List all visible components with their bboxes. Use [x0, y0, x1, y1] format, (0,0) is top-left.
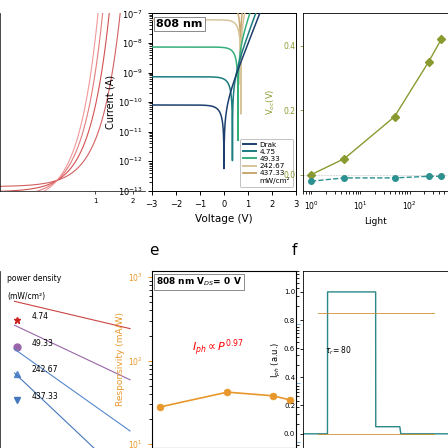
X-axis label: Voltage (V): Voltage (V) — [195, 215, 253, 224]
Text: 808 nm V$_{DS}$= 0 V: 808 nm V$_{DS}$= 0 V — [156, 276, 242, 289]
Text: b: b — [149, 0, 159, 1]
Y-axis label: V$_{oc}$(V): V$_{oc}$(V) — [265, 89, 277, 115]
4.75 — [230, 158, 235, 164]
4.75 — [149, 74, 155, 79]
Line: 49.33: 49.33 — [152, 0, 296, 141]
Text: 242.67: 242.67 — [32, 366, 58, 375]
242.67 — [156, 17, 162, 22]
Y-axis label: I$_{ph}$ (a.u.): I$_{ph}$ (a.u.) — [269, 341, 283, 378]
4.75 — [215, 75, 221, 80]
Text: 437.33: 437.33 — [32, 392, 59, 401]
Text: (mW/cm²): (mW/cm²) — [7, 292, 45, 301]
437.33 — [149, 2, 155, 7]
Line: 437.33: 437.33 — [152, 0, 296, 84]
Y-axis label: Photocurrent(A): Photocurrent(A) — [331, 326, 340, 393]
437.33 — [156, 2, 162, 7]
Y-axis label: Responsivity (mA/W): Responsivity (mA/W) — [116, 312, 125, 406]
242.67 — [149, 17, 155, 22]
Line: Drak: Drak — [152, 0, 296, 168]
4.75 — [220, 76, 225, 81]
Drak — [263, 0, 268, 1]
Text: power density: power density — [7, 274, 61, 283]
49.33 — [220, 45, 225, 50]
242.67 — [215, 17, 221, 22]
49.33 — [215, 44, 221, 50]
Drak — [156, 102, 162, 108]
Drak — [220, 116, 225, 122]
49.33 — [156, 44, 162, 50]
437.33 — [215, 2, 221, 7]
Text: $\tau_r$= 80: $\tau_r$= 80 — [325, 344, 352, 357]
Text: $I_{ph}\propto P^{0.97}$: $I_{ph}\propto P^{0.97}$ — [192, 336, 244, 358]
X-axis label: Light: Light — [364, 217, 387, 226]
4.75 — [156, 74, 162, 79]
437.33 — [238, 82, 243, 87]
Y-axis label: Current (A): Current (A) — [105, 75, 115, 129]
Legend: Drak, 4.75, 49.33, 242.67, 437.33, mW/cm²: Drak, 4.75, 49.33, 242.67, 437.33, mW/cm… — [241, 139, 293, 187]
242.67 — [220, 17, 225, 22]
Text: f: f — [292, 243, 297, 258]
Line: 4.75: 4.75 — [152, 0, 296, 161]
Drak — [215, 107, 221, 112]
Text: 49.33: 49.33 — [32, 339, 54, 348]
242.67 — [238, 111, 243, 116]
49.33 — [149, 44, 155, 50]
Text: 4.74: 4.74 — [32, 312, 49, 321]
Text: e: e — [149, 243, 158, 258]
Text: c: c — [292, 0, 301, 1]
49.33 — [235, 138, 241, 143]
Line: 242.67: 242.67 — [152, 0, 296, 114]
Drak — [221, 166, 227, 171]
Text: 808 nm: 808 nm — [156, 19, 202, 29]
437.33 — [220, 2, 225, 7]
Drak — [149, 102, 155, 108]
